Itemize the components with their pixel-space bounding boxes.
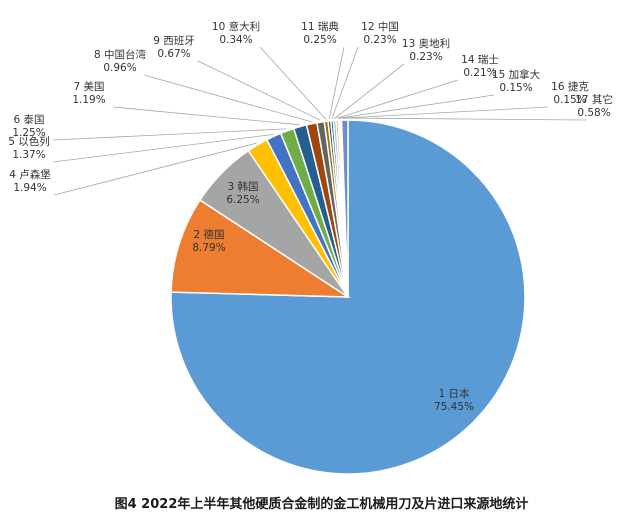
slice-label-5: 5 以色列 (8, 135, 50, 148)
slice-value-12: 0.23% (363, 34, 396, 46)
slice-label-17: 17 其它 (575, 93, 613, 106)
slice-label-1: 1 日本 (438, 387, 470, 400)
slice-label-6: 6 泰国 (13, 113, 44, 126)
leader-line-7 (112, 106, 300, 126)
pie-slice-17 (340, 119, 349, 298)
chart-caption: 图4 2022年上半年其他硬质合金制的金工机械用刀及片进口来源地统计 (114, 497, 529, 512)
leader-line-9 (197, 60, 321, 121)
slice-value-15: 0.15% (499, 82, 532, 94)
slice-value-4: 1.94% (13, 182, 46, 194)
leader-line-4 (53, 142, 257, 196)
leader-line-16 (340, 106, 549, 119)
leader-line-12 (331, 46, 359, 119)
slice-value-9: 0.67% (157, 48, 190, 60)
slice-value-11: 0.25% (303, 34, 336, 46)
slice-label-7: 7 美国 (73, 80, 104, 93)
leader-line-15 (338, 94, 495, 119)
slice-label-12: 12 中国 (361, 20, 399, 33)
slice-label-13: 13 奥地利 (402, 37, 450, 50)
slice-value-13: 0.23% (409, 51, 442, 63)
slice-value-3: 6.25% (226, 194, 259, 206)
pie-slices (170, 119, 526, 475)
leader-line-6 (52, 128, 287, 141)
slice-value-6: 1.25% (12, 127, 45, 139)
slice-label-3: 3 韩国 (227, 180, 258, 193)
slice-label-9: 9 西班牙 (153, 35, 195, 47)
leader-lines (52, 46, 587, 196)
slice-value-5: 1.37% (12, 149, 45, 161)
slice-label-2: 2 德国 (193, 228, 224, 241)
slice-label-16: 16 捷克 (551, 80, 589, 93)
leader-line-13 (334, 63, 405, 119)
slice-label-14: 14 瑞士 (461, 53, 499, 66)
leader-line-5 (52, 134, 273, 163)
slice-label-4: 4 卢森堡 (9, 168, 51, 181)
slice-label-8: 8 中国台湾 (94, 48, 147, 61)
slice-label-15: 15 加拿大 (492, 68, 541, 81)
slice-value-8: 0.96% (103, 62, 136, 74)
slice-value-10: 0.34% (219, 34, 252, 46)
slice-value-2: 8.79% (192, 242, 225, 254)
leader-line-17 (344, 117, 587, 121)
slice-value-16: 0.15% (553, 94, 586, 106)
slice-label-10: 10 意大利 (212, 20, 260, 33)
leader-line-10 (259, 46, 327, 120)
leader-line-14 (336, 79, 459, 119)
slice-label-11: 11 瑞典 (301, 20, 339, 33)
slice-value-7: 1.19% (72, 94, 105, 106)
pie-slice-2 (170, 198, 351, 298)
slice-value-14: 0.21% (463, 67, 496, 79)
leader-line-8 (143, 74, 312, 123)
slice-value-1: 75.45% (434, 401, 474, 413)
leader-line-11 (328, 46, 345, 120)
slice-value-17: 0.58% (577, 107, 610, 119)
